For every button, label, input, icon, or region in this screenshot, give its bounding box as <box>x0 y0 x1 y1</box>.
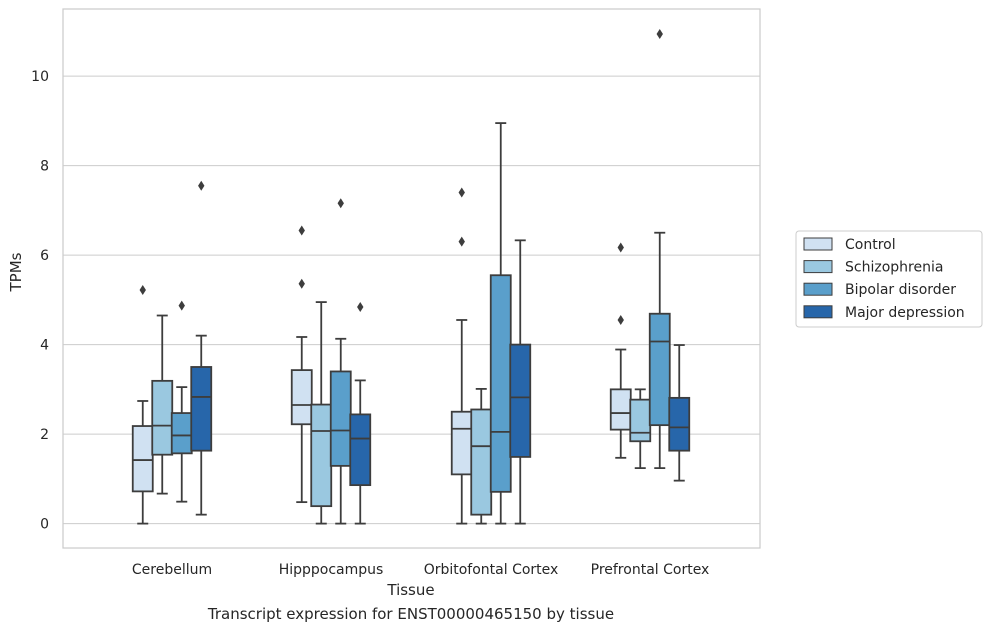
legend-label: Schizophrenia <box>845 260 943 276</box>
box-3-3 <box>668 344 691 482</box>
box <box>170 412 193 455</box>
box-3-1 <box>349 302 372 525</box>
x-tick-label: Hipppocampus <box>279 562 384 578</box>
legend: Control Schizophrenia Bipolar disorder Majo… <box>795 230 983 328</box>
box-plot-chart: 0 2 4 6 8 10 Cerebellum Hipppocampus Orbitofont… <box>7 8 983 599</box>
box <box>329 370 352 467</box>
box <box>668 396 691 452</box>
y-tick-label: 8 <box>40 159 49 175</box>
box <box>509 343 532 458</box>
legend-frame <box>795 230 983 328</box>
box-1-1 <box>310 301 333 525</box>
x-tick-label: Prefrontal Cortex <box>591 562 710 578</box>
legend-swatch <box>803 260 833 274</box>
outlier-point <box>458 236 465 247</box>
box-1-3 <box>629 388 652 470</box>
box-3-2 <box>509 239 532 525</box>
y-tick-labels: 0 2 4 6 8 10 <box>31 69 49 532</box>
box <box>470 408 493 516</box>
box-2-0 <box>170 300 193 503</box>
chart-caption: Transcript expression for ENST0000046515… <box>207 605 615 623</box>
x-tick-labels: Cerebellum Hipppocampus Orbitofontal Corte… <box>132 562 709 578</box>
outlier-point <box>139 285 146 296</box>
box-2-1 <box>329 198 352 525</box>
y-tick-label: 10 <box>31 69 49 85</box>
box-0-1 <box>290 225 313 504</box>
x-tick-label: Cerebellum <box>132 562 212 578</box>
legend-label: Bipolar disorder <box>845 282 956 298</box>
box-0-0 <box>131 285 154 525</box>
x-axis-label: Tissue <box>386 581 434 599</box>
box <box>151 379 174 456</box>
box <box>190 366 213 452</box>
y-tick-label: 0 <box>40 517 49 533</box>
box-0-2 <box>450 187 473 525</box>
plot-frame <box>62 8 761 549</box>
box-2-3 <box>648 29 671 470</box>
outlier-point <box>337 198 344 209</box>
box-2-2 <box>489 122 512 525</box>
box <box>349 413 372 487</box>
grid-lines <box>63 75 760 525</box>
box-series <box>131 29 691 525</box>
box <box>648 312 671 427</box>
legend-swatch <box>803 305 833 319</box>
outlier-point <box>178 300 185 311</box>
y-axis-label: TPMs <box>7 252 25 292</box>
legend-label: Major depression <box>845 305 965 321</box>
x-tick-label: Orbitofontal Cortex <box>424 562 559 578</box>
box <box>310 403 333 508</box>
box-1-0 <box>151 314 174 495</box>
outlier-point <box>617 242 624 253</box>
box <box>609 388 632 431</box>
box <box>290 369 313 426</box>
legend-swatch <box>803 282 833 296</box>
legend-label: Control <box>845 237 896 253</box>
box <box>131 425 154 493</box>
y-tick-label: 6 <box>40 248 49 264</box>
box-1-2 <box>470 388 493 525</box>
outlier-point <box>458 187 465 198</box>
box-0-3 <box>609 242 632 459</box>
outlier-point <box>298 225 305 236</box>
outlier-point <box>656 29 663 40</box>
outlier-point <box>357 302 364 313</box>
box <box>489 274 512 493</box>
y-tick-label: 2 <box>40 427 49 443</box>
y-tick-label: 4 <box>40 338 49 354</box>
outlier-point <box>198 180 205 191</box>
outlier-point <box>298 278 305 289</box>
legend-swatch <box>803 237 833 251</box>
outlier-point <box>617 314 624 325</box>
box <box>629 398 652 443</box>
box-3-0 <box>190 180 213 516</box>
box <box>450 410 473 476</box>
